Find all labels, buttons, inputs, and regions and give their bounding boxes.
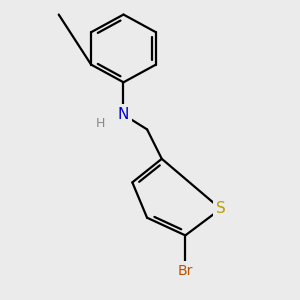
- Text: Br: Br: [178, 264, 193, 278]
- Text: S: S: [216, 201, 226, 216]
- Text: N: N: [118, 107, 129, 122]
- Text: H: H: [95, 117, 105, 130]
- Text: H: H: [95, 117, 105, 130]
